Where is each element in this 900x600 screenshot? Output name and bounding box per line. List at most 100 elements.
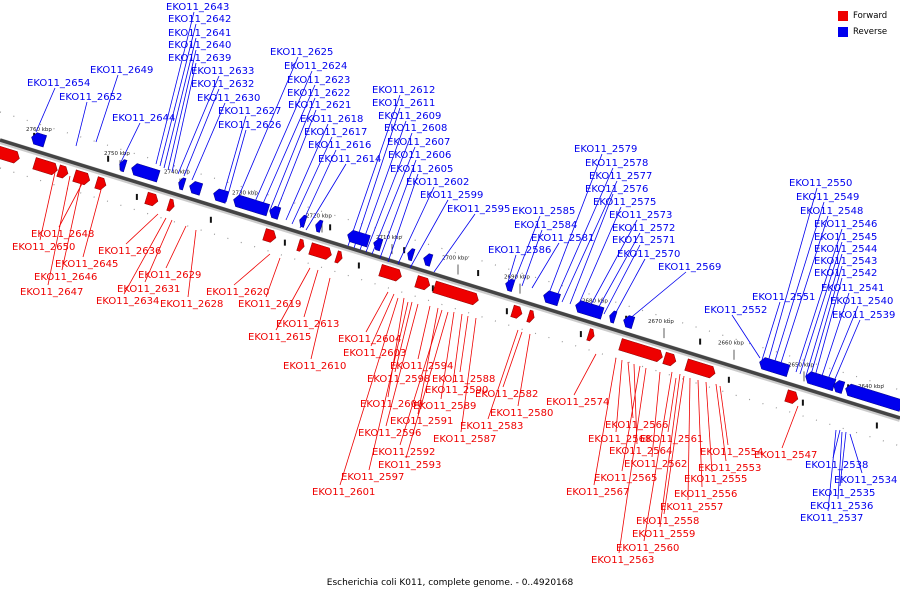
- reverse-gene-label[interactable]: EKO11_2570: [617, 249, 680, 260]
- reverse-gene-label[interactable]: EKO11_2595: [447, 204, 510, 215]
- reverse-gene-arrow[interactable]: [346, 229, 371, 248]
- forward-gene-label[interactable]: EKO11_2619: [238, 299, 301, 310]
- reverse-gene-arrow[interactable]: [832, 379, 846, 394]
- forward-gene-label[interactable]: EKO11_2563: [591, 555, 654, 566]
- reverse-gene-label[interactable]: EKO11_2586: [488, 245, 551, 256]
- reverse-gene-label[interactable]: EKO11_2540: [830, 296, 893, 307]
- forward-gene-label[interactable]: EKO11_2554: [700, 447, 763, 458]
- reverse-gene-label[interactable]: EKO11_2569: [658, 262, 721, 273]
- forward-gene-label[interactable]: EKO11_2560: [616, 543, 679, 554]
- forward-gene-arrow[interactable]: [378, 264, 404, 282]
- reverse-gene-label[interactable]: EKO11_2627: [218, 106, 281, 117]
- reverse-gene-label[interactable]: EKO11_2575: [593, 197, 656, 208]
- reverse-gene-label[interactable]: EKO11_2626: [218, 120, 281, 131]
- reverse-gene-label[interactable]: EKO11_2545: [814, 232, 877, 243]
- forward-gene-label[interactable]: EKO11_2568: [588, 434, 651, 445]
- forward-gene-label[interactable]: EKO11_2597: [341, 472, 404, 483]
- forward-gene-label[interactable]: EKO11_2559: [632, 529, 695, 540]
- forward-gene-arrow[interactable]: [526, 309, 536, 323]
- reverse-gene-arrow[interactable]: [232, 194, 271, 217]
- reverse-gene-arrow[interactable]: [422, 253, 434, 267]
- reverse-gene-arrow[interactable]: [622, 314, 636, 330]
- reverse-gene-label[interactable]: EKO11_2633: [191, 66, 254, 77]
- reverse-gene-arrow[interactable]: [268, 205, 282, 220]
- reverse-gene-label[interactable]: EKO11_2617: [304, 127, 367, 138]
- forward-gene-label[interactable]: EKO11_2615: [248, 332, 311, 343]
- reverse-gene-label[interactable]: EKO11_2606: [388, 150, 451, 161]
- reverse-gene-label[interactable]: EKO11_2551: [752, 292, 815, 303]
- reverse-gene-label[interactable]: EKO11_2608: [384, 123, 447, 134]
- forward-gene-label[interactable]: EKO11_2634: [96, 296, 159, 307]
- forward-gene-arrow[interactable]: [586, 328, 596, 342]
- forward-gene-label[interactable]: EKO11_2594: [390, 361, 453, 372]
- reverse-gene-label[interactable]: EKO11_2536: [810, 501, 873, 512]
- reverse-gene-label[interactable]: EKO11_2614: [318, 154, 381, 165]
- reverse-gene-label[interactable]: EKO11_2542: [814, 268, 877, 279]
- reverse-gene-arrow[interactable]: [372, 237, 384, 252]
- reverse-gene-label[interactable]: EKO11_2652: [59, 92, 122, 103]
- reverse-gene-label[interactable]: EKO11_2649: [90, 65, 153, 76]
- reverse-gene-label[interactable]: EKO11_2624: [284, 61, 347, 72]
- reverse-gene-label[interactable]: EKO11_2576: [585, 184, 648, 195]
- forward-gene-label[interactable]: EKO11_2564: [609, 446, 672, 457]
- forward-gene-label[interactable]: EKO11_2580: [490, 408, 553, 419]
- forward-gene-label[interactable]: EKO11_2562: [624, 459, 687, 470]
- reverse-gene-arrow[interactable]: [608, 310, 618, 324]
- reverse-gene-label[interactable]: EKO11_2607: [387, 137, 450, 148]
- reverse-gene-label[interactable]: EKO11_2611: [372, 98, 435, 109]
- reverse-gene-arrow[interactable]: [177, 177, 187, 191]
- forward-gene-label[interactable]: EKO11_2593: [378, 460, 441, 471]
- reverse-gene-arrow[interactable]: [504, 278, 516, 293]
- reverse-gene-label[interactable]: EKO11_2549: [796, 192, 859, 203]
- reverse-gene-label[interactable]: EKO11_2543: [814, 256, 877, 267]
- reverse-gene-arrow[interactable]: [188, 180, 204, 196]
- reverse-gene-label[interactable]: EKO11_2602: [406, 177, 469, 188]
- reverse-gene-label[interactable]: EKO11_2625: [270, 47, 333, 58]
- forward-gene-label[interactable]: EKO11_2645: [55, 259, 118, 270]
- reverse-gene-label[interactable]: EKO11_2644: [112, 113, 175, 124]
- forward-gene-label[interactable]: EKO11_2648: [31, 229, 94, 240]
- forward-gene-arrow[interactable]: [510, 304, 524, 319]
- forward-gene-arrow[interactable]: [308, 242, 334, 261]
- forward-gene-label[interactable]: EKO11_2613: [276, 319, 339, 330]
- forward-gene-label[interactable]: EKO11_2567: [566, 487, 629, 498]
- forward-gene-label[interactable]: EKO11_2628: [160, 299, 223, 310]
- forward-gene-arrow[interactable]: [0, 145, 21, 165]
- reverse-gene-arrow[interactable]: [574, 299, 605, 320]
- forward-gene-label[interactable]: EKO11_2592: [372, 447, 435, 458]
- reverse-gene-label[interactable]: EKO11_2552: [704, 305, 767, 316]
- forward-gene-label[interactable]: EKO11_2620: [206, 287, 269, 298]
- reverse-gene-label[interactable]: EKO11_2577: [589, 171, 652, 182]
- forward-gene-arrow[interactable]: [262, 228, 278, 244]
- reverse-gene-label[interactable]: EKO11_2579: [574, 144, 637, 155]
- reverse-gene-arrow[interactable]: [30, 131, 48, 148]
- reverse-gene-label[interactable]: EKO11_2550: [789, 178, 852, 189]
- reverse-gene-label[interactable]: EKO11_2639: [168, 53, 231, 64]
- forward-gene-label[interactable]: EKO11_2590: [425, 385, 488, 396]
- forward-gene-arrow[interactable]: [334, 250, 344, 264]
- forward-gene-label[interactable]: EKO11_2647: [20, 287, 83, 298]
- reverse-gene-label[interactable]: EKO11_2544: [814, 244, 877, 255]
- forward-gene-label[interactable]: EKO11_2553: [698, 463, 761, 474]
- forward-gene-label[interactable]: EKO11_2587: [433, 434, 496, 445]
- forward-gene-label[interactable]: EKO11_2610: [283, 361, 346, 372]
- reverse-gene-label[interactable]: EKO11_2578: [585, 158, 648, 169]
- reverse-gene-arrow[interactable]: [314, 219, 324, 233]
- reverse-gene-label[interactable]: EKO11_2537: [800, 513, 863, 524]
- forward-gene-arrow[interactable]: [414, 275, 432, 291]
- forward-gene-label[interactable]: EKO11_2555: [684, 474, 747, 485]
- reverse-gene-arrow[interactable]: [542, 290, 561, 307]
- reverse-gene-label[interactable]: EKO11_2539: [832, 310, 895, 321]
- forward-gene-label[interactable]: EKO11_2646: [34, 272, 97, 283]
- reverse-gene-arrow[interactable]: [130, 162, 161, 183]
- forward-gene-label[interactable]: EKO11_2574: [546, 397, 609, 408]
- forward-gene-arrow[interactable]: [296, 238, 306, 252]
- forward-gene-arrow[interactable]: [94, 176, 108, 191]
- forward-gene-arrow[interactable]: [784, 389, 800, 405]
- reverse-gene-label[interactable]: EKO11_2572: [612, 223, 675, 234]
- forward-gene-label[interactable]: EKO11_2591: [390, 416, 453, 427]
- forward-gene-arrow[interactable]: [684, 358, 717, 379]
- forward-gene-label[interactable]: EKO11_2636: [98, 246, 161, 257]
- forward-gene-label[interactable]: EKO11_2556: [674, 489, 737, 500]
- reverse-gene-arrow[interactable]: [804, 371, 837, 392]
